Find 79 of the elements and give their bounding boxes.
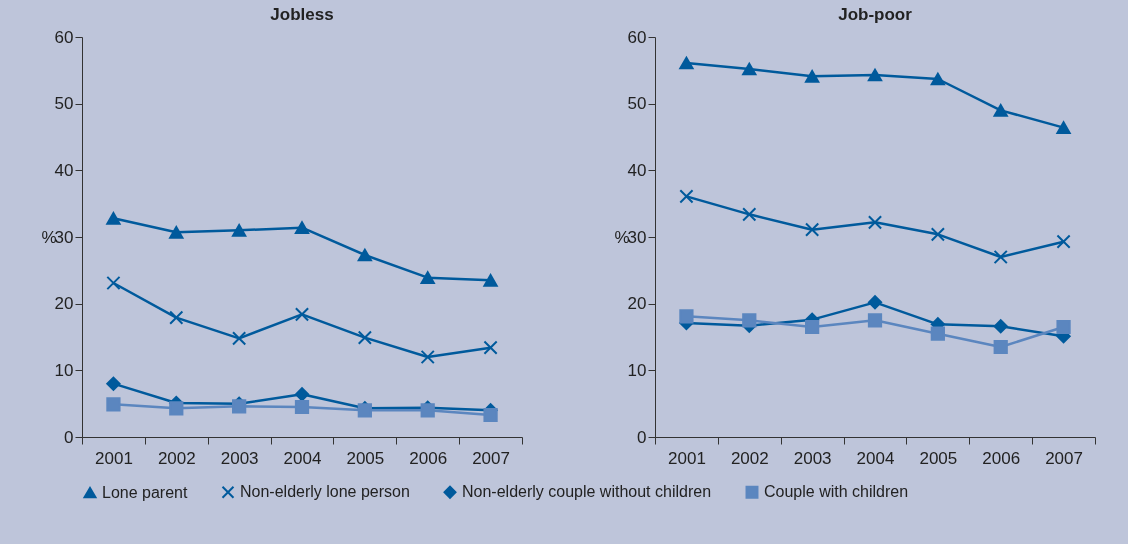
x-tick-label: 2001 — [95, 448, 133, 468]
point — [867, 68, 883, 82]
point — [483, 340, 498, 355]
y-tick-label: 40 — [627, 160, 647, 180]
legend-label: Non-elderly lone person — [240, 483, 410, 501]
x-tick-label: 2007 — [1045, 448, 1083, 468]
point — [357, 248, 372, 262]
y-tick-label: 10 — [627, 360, 647, 380]
point — [930, 326, 945, 341]
point — [1056, 234, 1071, 249]
legend-label: Couple with children — [764, 483, 909, 501]
x-tick-label: 2001 — [668, 448, 706, 468]
point — [742, 62, 757, 76]
point — [930, 72, 945, 86]
point — [483, 274, 498, 287]
x-tick-label: 2006 — [409, 448, 448, 468]
point — [420, 271, 435, 284]
point — [232, 224, 247, 237]
point — [867, 215, 883, 230]
point — [420, 349, 435, 365]
point — [930, 227, 945, 242]
point — [106, 397, 121, 412]
point — [742, 207, 757, 222]
point — [679, 189, 694, 204]
point — [294, 307, 310, 322]
point — [169, 310, 184, 325]
point — [867, 295, 883, 310]
y-tick-label: 30 — [54, 227, 74, 247]
legend-label: Non-elderly couple without children — [462, 483, 712, 501]
point — [679, 56, 694, 70]
point — [867, 313, 883, 328]
point — [993, 249, 1008, 265]
x-tick-label: 2005 — [346, 448, 385, 468]
y-tick-label: 10 — [54, 360, 74, 380]
point — [1056, 319, 1071, 335]
x-tick-label: 2002 — [157, 448, 196, 468]
y-tick-label: 20 — [54, 294, 74, 314]
y-tick-label: 0 — [64, 427, 74, 447]
chart-title: Jobless — [270, 5, 334, 24]
y-tick-label: 0 — [637, 427, 647, 447]
point — [169, 226, 184, 239]
y-tick-label: 30 — [627, 227, 647, 247]
x-tick-label: 2004 — [856, 448, 895, 468]
point — [1056, 121, 1071, 134]
y-tick-label: 50 — [54, 94, 74, 114]
point — [357, 330, 372, 345]
x-tick-label: 2003 — [220, 448, 259, 468]
point — [232, 331, 247, 346]
y-axis-title: % — [41, 227, 57, 247]
point — [993, 339, 1008, 355]
point — [679, 309, 694, 324]
point — [106, 212, 121, 225]
y-tick-label: 60 — [627, 27, 647, 47]
point — [805, 319, 820, 335]
point — [106, 275, 121, 291]
y-tick-label: 40 — [54, 160, 74, 180]
point — [294, 221, 310, 234]
point — [993, 104, 1008, 117]
point — [805, 222, 820, 237]
x-tick-label: 2004 — [283, 448, 322, 468]
point — [805, 70, 820, 83]
y-tick-label: 50 — [627, 94, 647, 114]
point — [993, 319, 1008, 334]
y-tick-label: 20 — [627, 294, 647, 314]
point — [106, 376, 121, 391]
y-tick-label: 60 — [54, 27, 74, 47]
point — [483, 407, 498, 423]
x-tick-label: 2007 — [472, 448, 510, 468]
x-tick-label: 2003 — [793, 448, 832, 468]
point — [742, 313, 757, 328]
point — [169, 401, 184, 416]
legend-label: Lone parent — [102, 483, 188, 501]
chart-title: Job-poor — [838, 5, 913, 24]
point — [294, 399, 310, 415]
x-tick-label: 2005 — [919, 448, 958, 468]
x-tick-label: 2006 — [982, 448, 1021, 468]
y-axis-title: % — [614, 227, 630, 247]
x-tick-label: 2002 — [730, 448, 769, 468]
point — [294, 387, 310, 402]
